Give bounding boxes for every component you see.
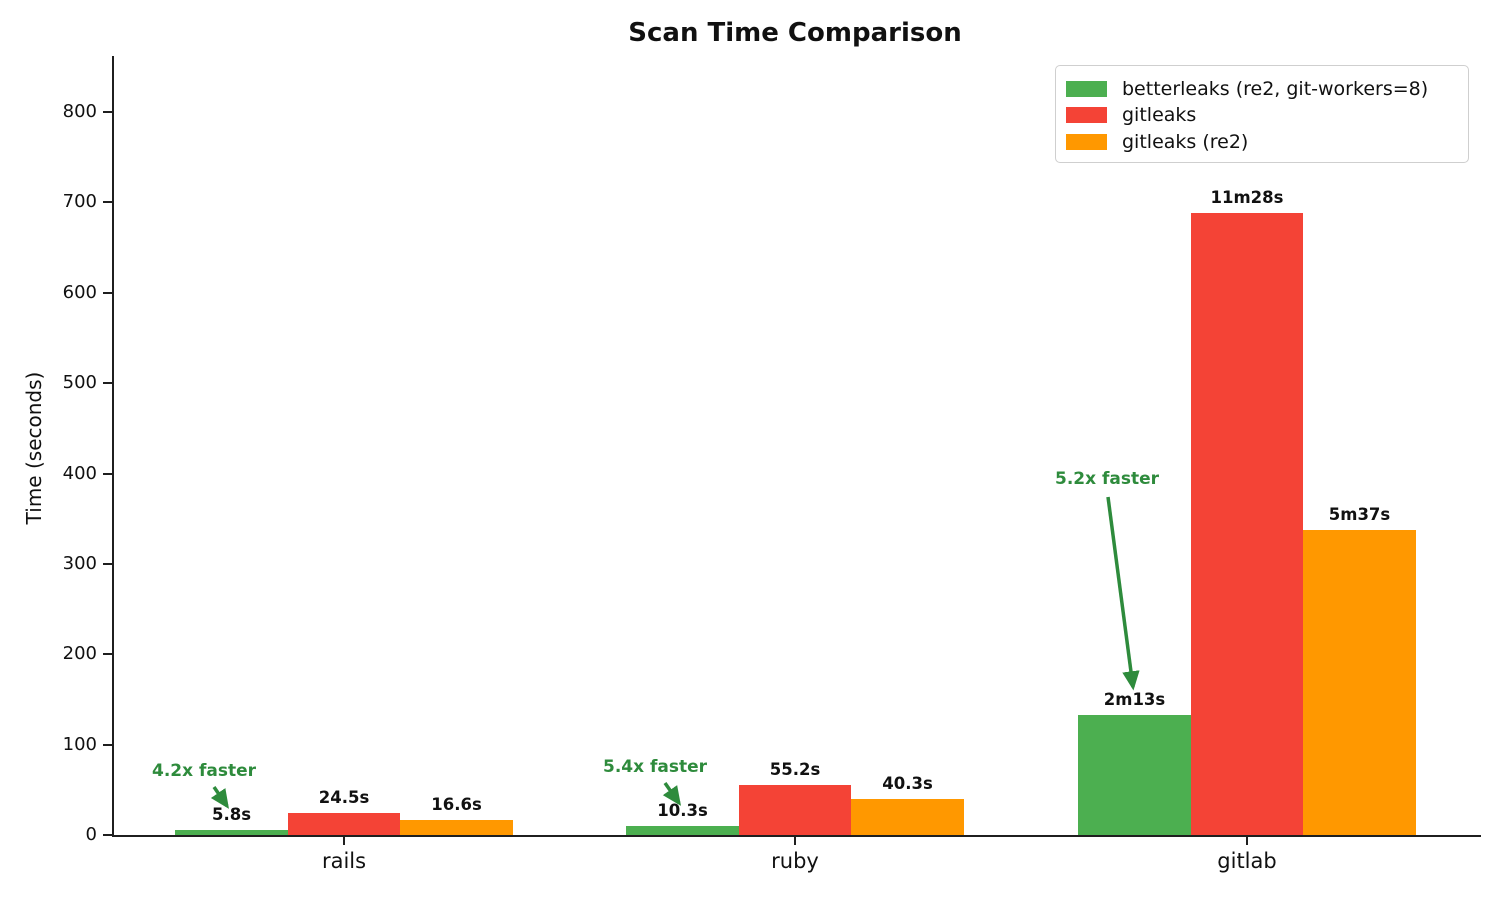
y-tick-mark: [103, 291, 112, 294]
x-tick-label-gitlab: gitlab: [1217, 849, 1277, 873]
bar-gitleaks-ruby: [851, 798, 964, 835]
legend-swatch-icon: [1066, 80, 1107, 97]
legend-swatch-icon: [1066, 107, 1107, 123]
bar-betterleaks-ruby: [626, 825, 739, 835]
y-tick-mark: [103, 111, 112, 114]
legend: betterleaks (re2, git-workers=8) gitleaks…: [1055, 65, 1469, 163]
legend-label: gitleaks: [1122, 104, 1197, 126]
bar-gitleaks-rails: [287, 812, 401, 835]
bar-gitleaks-gitlab: [1190, 213, 1304, 835]
bar-betterleaks-rails: [175, 829, 288, 835]
legend-item: gitleaks: [1066, 103, 1456, 128]
chart-title: Scan Time Comparison: [628, 18, 962, 48]
y-tick-label: 500: [62, 372, 97, 394]
bar-value-label: 24.5s: [318, 787, 370, 807]
y-tick-mark: [103, 562, 112, 565]
y-tick-mark: [103, 382, 112, 385]
y-tick-mark: [103, 743, 112, 746]
bar-gitleaks-ruby: [738, 785, 852, 835]
bar-betterleaks-gitlab: [1078, 714, 1191, 835]
annotation-text: 5.4x faster: [602, 757, 708, 777]
bar-value-label: 5.8s: [211, 804, 252, 824]
legend-label: gitleaks (re2): [1122, 130, 1249, 153]
bar-value-label: 55.2s: [769, 760, 821, 780]
y-tick-mark: [103, 201, 112, 204]
y-tick-label: 200: [62, 643, 97, 665]
plot-area: [112, 56, 1481, 837]
y-tick-label: 400: [62, 462, 97, 484]
legend-item: gitleaks (re2): [1066, 129, 1456, 154]
y-tick-mark: [103, 472, 112, 475]
y-tick-label: 600: [62, 281, 97, 303]
bar-value-label: 10.3s: [657, 800, 708, 820]
y-tick-mark: [103, 834, 112, 836]
bar-value-label: 40.3s: [882, 773, 933, 793]
annotation-text: 4.2x faster: [151, 761, 257, 781]
bar-value-label: 16.6s: [431, 794, 482, 814]
bar-gitleaks-gitlab: [1303, 530, 1416, 835]
x-tick-label-ruby: ruby: [771, 849, 819, 873]
y-tick-label: 800: [62, 101, 97, 123]
x-tick-mark: [794, 837, 796, 845]
bar-value-label: 5m37s: [1328, 505, 1391, 525]
legend-label: betterleaks (re2, git-workers=8): [1122, 77, 1429, 100]
legend-swatch-icon: [1066, 133, 1107, 150]
bar-gitleaks-rails: [400, 819, 513, 835]
bar-value-label: 2m13s: [1103, 689, 1166, 709]
y-tick-label: 300: [62, 552, 97, 574]
x-tick-mark: [1246, 837, 1248, 845]
y-tick-label: 700: [62, 191, 97, 213]
y-tick-mark: [103, 653, 112, 656]
y-tick-label: 100: [62, 733, 97, 755]
bar-value-label: 11m28s: [1210, 188, 1284, 208]
y-tick-label: 0: [85, 824, 97, 845]
annotation-text: 5.2x faster: [1054, 469, 1160, 489]
x-tick-mark: [343, 837, 345, 845]
legend-item: betterleaks (re2, git-workers=8): [1066, 76, 1456, 101]
x-tick-label-rails: rails: [321, 849, 367, 873]
